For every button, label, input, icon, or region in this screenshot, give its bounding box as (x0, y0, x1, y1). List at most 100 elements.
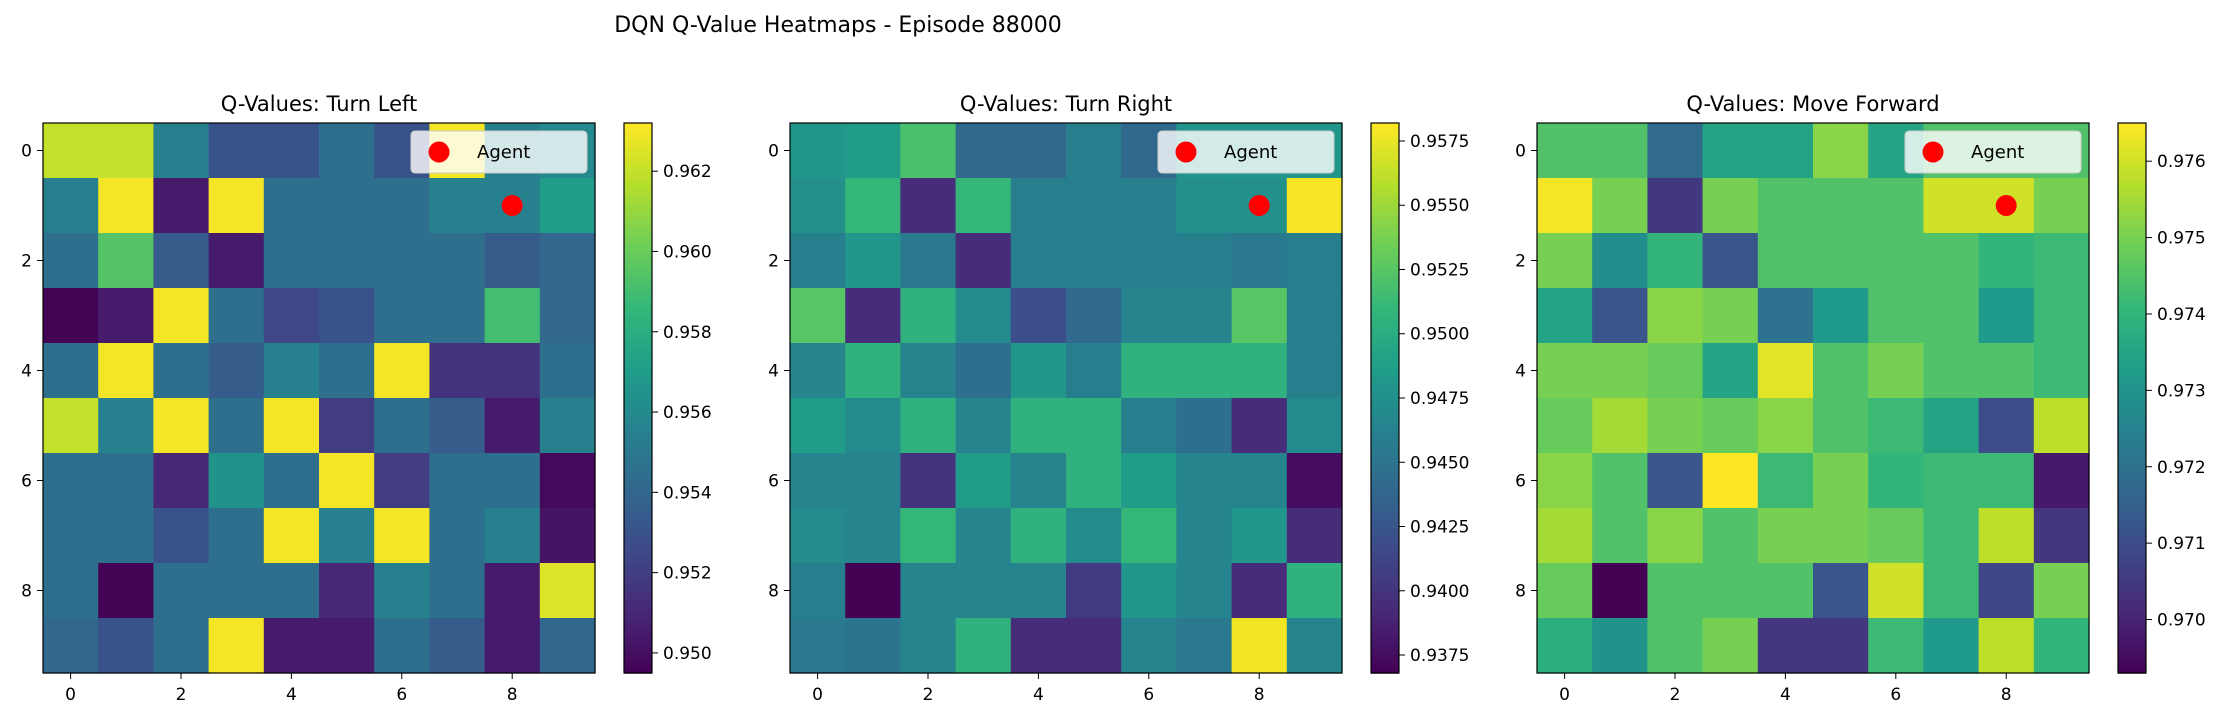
colorbar-segment (624, 457, 652, 463)
colorbar-segment (2118, 233, 2146, 239)
heatmap-cell (539, 233, 596, 289)
heatmap-cell (153, 178, 210, 234)
colorbar-segment (1371, 475, 1399, 482)
legend-box (1157, 130, 1335, 174)
colorbar-segment (2118, 567, 2146, 573)
colorbar-segment (624, 178, 652, 184)
colorbar-segment (1371, 503, 1399, 509)
agent-marker (1248, 195, 1270, 216)
heatmap-cell (955, 288, 1012, 344)
heatmap-cell (1978, 343, 2035, 399)
heatmap-cell (429, 233, 486, 289)
heatmap-cell (1537, 178, 1593, 234)
colorbar-segment (2118, 650, 2146, 656)
heatmap-cell (319, 343, 375, 399)
colorbar-segment (624, 489, 652, 495)
colorbar-segment (624, 242, 652, 248)
colorbar: 0.9375 0.9400 0.9425 0.9450 0.9475 0.9500 0.95… (1370, 122, 1469, 674)
colorbar-segment (1371, 572, 1399, 578)
colorbar-segment (1371, 567, 1399, 573)
colorbar-segment (2118, 338, 2146, 344)
heatmap-cell (900, 288, 957, 344)
heatmap-cell (1923, 563, 1980, 619)
x-tick-label: 6 (396, 685, 407, 705)
colorbar-tick-label: 0.971 (2157, 534, 2206, 554)
heatmap-cell (1176, 508, 1233, 564)
colorbar-segment (624, 485, 652, 491)
heatmap-cell (153, 618, 210, 674)
colorbar-segment (1371, 265, 1399, 271)
colorbar-segment (1371, 498, 1399, 505)
y-tick-label: 6 (1515, 472, 1526, 492)
colorbar-segment (1371, 274, 1399, 280)
heatmap-cell (43, 398, 99, 454)
colorbar-segment (1371, 365, 1399, 372)
heatmap-cell (955, 398, 1012, 454)
heatmap-cell (1978, 453, 2035, 509)
colorbar-segment (624, 384, 652, 390)
colorbar-segment (1371, 237, 1399, 243)
colorbar-segment (1371, 668, 1399, 674)
colorbar-segment (624, 255, 652, 262)
colorbar-segment (1371, 595, 1399, 601)
legend-agent-marker (1175, 141, 1197, 163)
heatmap-cell (1592, 563, 1648, 619)
heatmap-cell (1066, 508, 1122, 564)
colorbar-segment (624, 668, 652, 674)
heatmap-cell (484, 563, 541, 619)
colorbar-segment (1371, 283, 1399, 289)
colorbar-segment (624, 173, 652, 179)
colorbar-segment (2118, 544, 2146, 550)
x-tick-label: 2 (176, 685, 187, 705)
colorbar-segment (2118, 274, 2146, 280)
heatmap-cell (900, 178, 957, 234)
heatmap-cell (374, 233, 430, 289)
colorbar-segment (624, 645, 652, 651)
colorbar-segment (2118, 576, 2146, 583)
colorbar-segment (2118, 260, 2146, 266)
heatmap-cell (1066, 343, 1122, 399)
heatmap-cell (1702, 288, 1759, 344)
colorbar-segment (1371, 659, 1399, 665)
colorbar-segment (2118, 521, 2146, 528)
colorbar-segment (2118, 549, 2146, 555)
colorbar-segment (1371, 654, 1399, 660)
heatmap-cell (1010, 343, 1067, 399)
heatmap-cell (374, 398, 430, 454)
colorbar-segment (1371, 219, 1399, 225)
colorbar-tick-label: 0.956 (663, 403, 712, 423)
colorbar-segment (624, 292, 652, 298)
colorbar-segment (2118, 425, 2146, 431)
colorbar-segment (624, 164, 652, 170)
heatmap-cell (263, 453, 320, 509)
heatmap-cell (1010, 508, 1067, 564)
heatmap-cell (1121, 508, 1177, 564)
colorbar-segment (2118, 489, 2146, 495)
heatmap-cell (1592, 508, 1648, 564)
colorbar-segment (1371, 141, 1399, 147)
legend: Agent (1157, 130, 1335, 174)
heatmap-cell (1647, 508, 1704, 564)
colorbar-tick-label: 0.976 (2157, 152, 2206, 172)
colorbar-segment (624, 388, 652, 395)
colorbar-segment (2118, 141, 2146, 147)
heatmap-cell (1010, 123, 1067, 179)
colorbar-segment (1371, 320, 1399, 326)
colorbar-segment (1371, 420, 1399, 427)
colorbar-segment (1371, 540, 1399, 546)
colorbar-segment (1371, 585, 1399, 592)
heatmap-cell (539, 453, 596, 509)
colorbar-segment (2118, 136, 2146, 143)
heatmap-cell (1647, 398, 1704, 454)
colorbar-tick-label: 0.974 (2157, 305, 2206, 325)
x-tick-label: 4 (286, 685, 297, 705)
heatmap-cell (1978, 618, 2035, 674)
colorbar-segment (2118, 663, 2146, 670)
colorbar-segment (624, 663, 652, 670)
heatmap-cell (43, 123, 99, 179)
colorbar-segment (624, 347, 652, 353)
heatmap-cell (845, 343, 901, 399)
heatmap-cell (98, 398, 154, 454)
colorbar-segment (2118, 407, 2146, 413)
